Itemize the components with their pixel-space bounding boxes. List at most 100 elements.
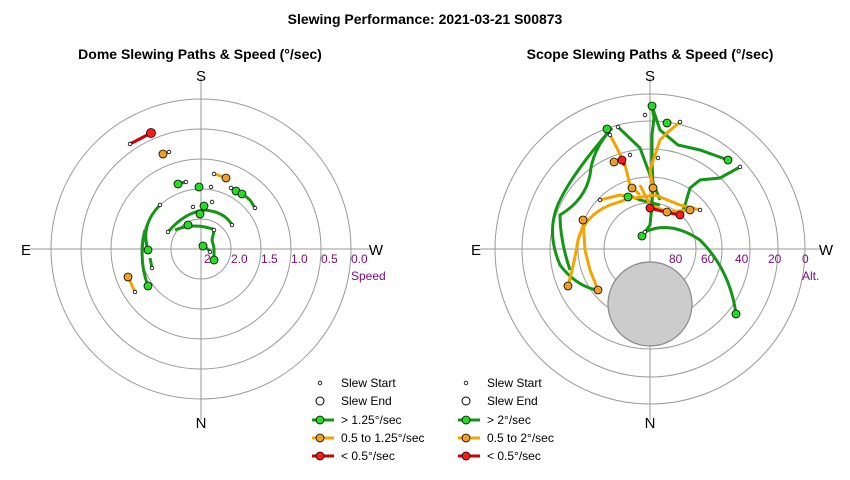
dome-path-green — [174, 224, 216, 232]
dome-slew-start — [252, 205, 258, 211]
scope-chart-title: Scope Slewing Paths & Speed (°/sec) — [527, 46, 774, 62]
scope-path-green — [551, 127, 614, 292]
dome-ring-4 — [80, 128, 322, 370]
dome-slew-end — [143, 245, 153, 255]
dome-tick-label: 2.0 — [231, 252, 248, 266]
legend-label: Slew Start — [341, 376, 396, 390]
scope-slew-end — [602, 124, 612, 134]
scope-slew-start — [737, 164, 743, 170]
dome-panel: Dome Slewing Paths & Speed (°/sec) S E W… — [21, 46, 425, 463]
dome-slew-start — [211, 171, 217, 177]
scope-ring-3 — [549, 148, 751, 350]
legend-slew-start-icon — [463, 380, 469, 386]
legend-orange-dot-icon — [315, 433, 325, 443]
scope-slew-end — [647, 101, 657, 111]
dome-tick-label: 2 — [204, 252, 211, 266]
dome-slew-start — [149, 265, 155, 271]
scope-zenith-obstruction — [607, 261, 693, 347]
dome-tick-label: 0.0 — [351, 252, 368, 266]
dome-slew-end — [194, 182, 204, 192]
scope-slew-start — [615, 124, 621, 130]
scope-dir-s: S — [645, 68, 655, 85]
dome-slew-end — [143, 281, 153, 291]
scope-dir-e: E — [471, 242, 481, 259]
dome-slew-end — [209, 255, 219, 265]
scope-axis-label: Alt. — [802, 269, 819, 283]
legend-red-dot-icon — [315, 451, 325, 461]
scope-legend: Slew Start Slew End > 2°/sec 0.5 to 2°/s… — [458, 376, 554, 463]
scope-tick-label: 20 — [768, 252, 782, 266]
dome-ring-3 — [110, 158, 292, 340]
scope-tick-label: 80 — [669, 252, 683, 266]
scope-slew-start — [677, 119, 683, 125]
scope-path-green — [558, 126, 614, 271]
scope-tick-label: 40 — [735, 252, 749, 266]
scope-path-green — [650, 105, 729, 162]
scope-slew-end — [723, 155, 733, 165]
legend-slew-start-icon — [317, 380, 323, 386]
dome-path-green — [243, 193, 257, 209]
scope-path-green — [640, 105, 656, 237]
dome-slew-end — [198, 241, 208, 251]
scope-dir-n: N — [645, 415, 656, 432]
dome-slew-start — [209, 199, 215, 205]
scope-slew-end — [645, 203, 655, 213]
dome-slew-start — [127, 141, 133, 147]
scope-slew-end — [578, 215, 588, 225]
dome-slew-end — [123, 272, 133, 282]
legend-green-dot-icon — [461, 415, 471, 425]
dome-slew-end — [158, 149, 168, 159]
legend-label: < 0.5°/sec — [487, 449, 541, 463]
scope-slew-end — [731, 309, 741, 319]
scope-path-green — [644, 226, 738, 315]
dome-ring-5 — [50, 98, 352, 400]
dome-slew-start — [228, 185, 234, 191]
scope-slew-start — [642, 112, 648, 118]
dome-slew-end — [173, 179, 183, 189]
scope-slew-start — [642, 229, 648, 235]
dome-slew-start — [211, 227, 217, 233]
dome-axis-label: Speed — [351, 269, 386, 283]
scope-slew-end — [609, 157, 619, 167]
legend-label: > 1.25°/sec — [341, 413, 402, 427]
dome-slew-end — [195, 209, 205, 219]
scope-slew-start — [607, 132, 613, 138]
scope-slew-end — [685, 205, 695, 215]
legend-green-dot-icon — [315, 415, 325, 425]
scope-path-orange — [581, 219, 600, 291]
scope-slew-start — [627, 152, 633, 158]
dome-slew-start — [229, 222, 235, 228]
scope-slew-end — [648, 183, 658, 193]
dome-slew-start — [132, 289, 138, 295]
scope-panel: Scope Slewing Paths & Speed (°/sec) S E … — [458, 46, 834, 463]
dome-paths — [123, 128, 258, 295]
figure-title: Slewing Performance: 2021-03-21 S00873 — [288, 11, 563, 27]
dome-tick-label: 1.5 — [261, 252, 278, 266]
dome-slew-start — [190, 204, 196, 210]
legend-label: Slew End — [487, 394, 538, 408]
dome-slew-end — [146, 128, 156, 138]
dome-tick-label: 1.0 — [291, 252, 308, 266]
legend-label: Slew Start — [487, 376, 542, 390]
scope-slew-start — [655, 155, 661, 161]
scope-slew-end — [627, 183, 637, 193]
scope-slew-end — [637, 231, 647, 241]
dome-slew-end — [199, 201, 209, 211]
legend-label: < 0.5°/sec — [341, 449, 395, 463]
legend-red-dot-icon — [461, 451, 471, 461]
scope-slew-end — [563, 281, 573, 291]
scope-slew-start — [597, 197, 603, 203]
scope-slew-start — [697, 207, 703, 213]
legend-label: 0.5 to 1.25°/sec — [341, 431, 425, 445]
scope-slew-end — [662, 118, 672, 128]
scope-paths — [551, 101, 743, 319]
dome-path-green — [144, 203, 162, 251]
scope-slew-end — [662, 207, 672, 217]
dome-slew-end — [165, 229, 171, 235]
dome-slew-end — [221, 173, 231, 183]
dome-path-green — [210, 230, 216, 259]
scope-slew-end — [593, 285, 603, 295]
dome-dir-w: W — [369, 242, 384, 259]
dome-slew-start — [207, 249, 213, 255]
